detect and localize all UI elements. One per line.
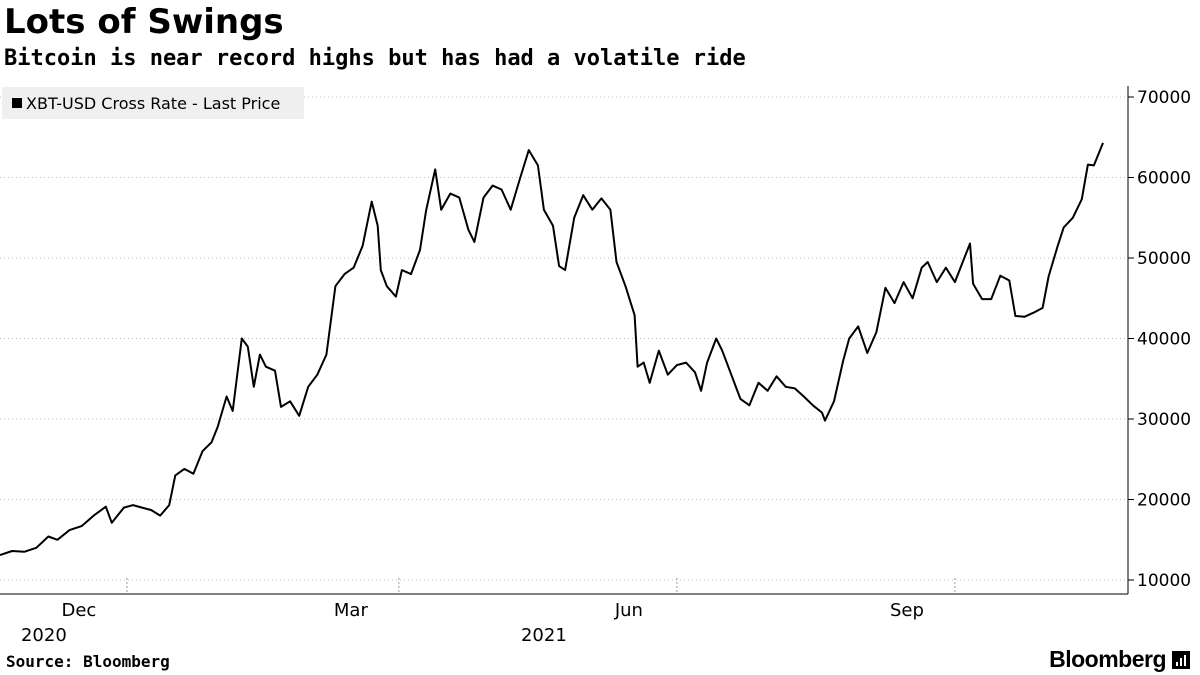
y-tick-label: 60000 bbox=[1137, 169, 1191, 189]
legend-swatch bbox=[12, 98, 22, 108]
x-tick-label: Mar bbox=[334, 600, 369, 621]
brand-text: Bloomberg bbox=[1049, 646, 1166, 672]
price-series-line bbox=[0, 142, 1104, 556]
x-tick-label: Jun bbox=[614, 600, 643, 621]
series-group bbox=[0, 142, 1104, 556]
y-tick-label: 30000 bbox=[1137, 410, 1191, 430]
x-axis: Dec Mar Jun Sep 2020 2021 bbox=[0, 578, 1128, 646]
y-tick-label: 20000 bbox=[1137, 491, 1191, 511]
chart-subtitle: Bitcoin is near record highs but has had… bbox=[4, 46, 746, 71]
bloomberg-terminal-icon bbox=[1172, 650, 1190, 669]
y-tick-label: 40000 bbox=[1137, 330, 1191, 350]
chart-title: Lots of Swings bbox=[4, 2, 284, 42]
y-tick-label: 10000 bbox=[1137, 571, 1191, 591]
x-tick-label: Sep bbox=[890, 600, 924, 621]
legend-label: XBT-USD Cross Rate - Last Price bbox=[26, 93, 281, 113]
y-axis: 10000 20000 30000 40000 50000 60000 70000 bbox=[1127, 86, 1191, 594]
legend: XBT-USD Cross Rate - Last Price bbox=[2, 87, 304, 119]
source-note: Source: Bloomberg bbox=[6, 652, 170, 671]
x-year-label: 2021 bbox=[521, 625, 567, 646]
brand-logo: Bloomberg bbox=[1049, 646, 1190, 673]
y-tick-label: 50000 bbox=[1137, 249, 1191, 269]
x-year-label: 2020 bbox=[21, 625, 67, 646]
gridlines bbox=[0, 96, 1128, 581]
y-tick-label: 70000 bbox=[1137, 88, 1191, 108]
x-tick-label: Dec bbox=[61, 600, 96, 621]
